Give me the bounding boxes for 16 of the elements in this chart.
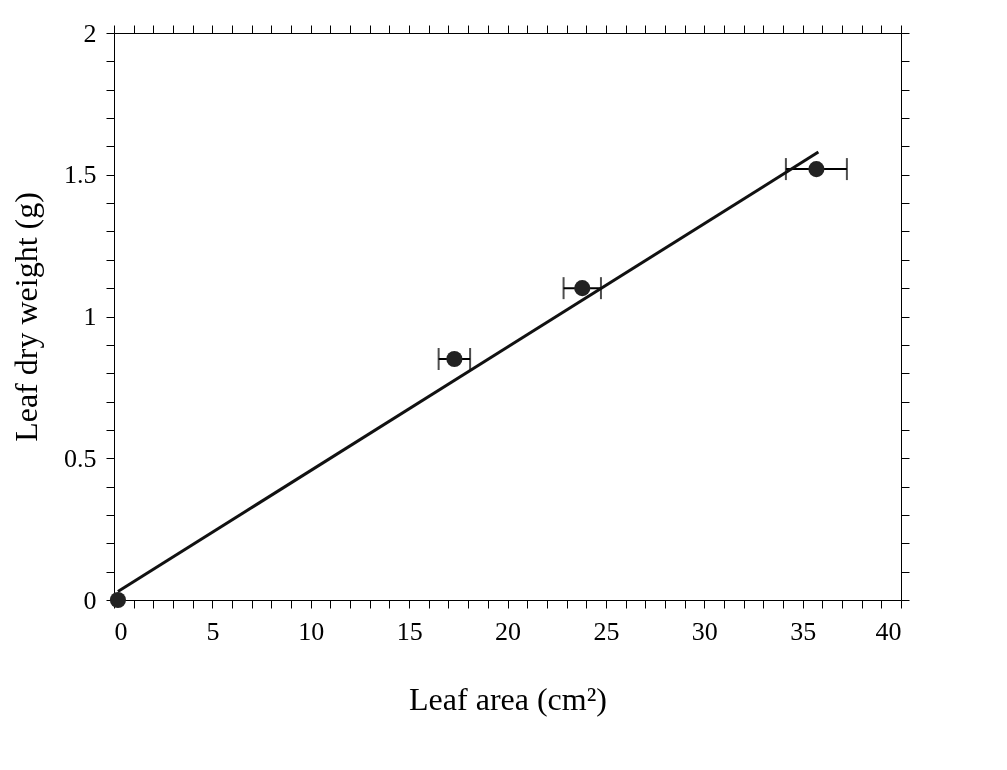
y-tick-label: 1 <box>83 302 97 331</box>
x-tick-label: 0 <box>114 616 128 646</box>
x-tick-label: 10 <box>298 616 325 646</box>
y-tick-label: 0 <box>83 585 97 615</box>
x-tick-label: 5 <box>206 616 220 646</box>
y-tick-label: 2 <box>83 18 97 48</box>
x-tick-label: 30 <box>691 616 718 646</box>
x-tick-label: 15 <box>396 616 423 646</box>
x-tick-label: 35 <box>790 616 817 646</box>
x-tick-label: 40 <box>875 616 902 646</box>
y-tick-label: 0.5 <box>64 443 97 473</box>
x-axis-title: Leaf area (cm²) <box>409 680 607 717</box>
x-tick-label: 25 <box>593 616 620 646</box>
y-tick-label: 1.5 <box>64 160 97 190</box>
y-axis-title: Leaf dry weight (g) <box>8 192 44 442</box>
x-tick-label: 20 <box>495 616 521 646</box>
